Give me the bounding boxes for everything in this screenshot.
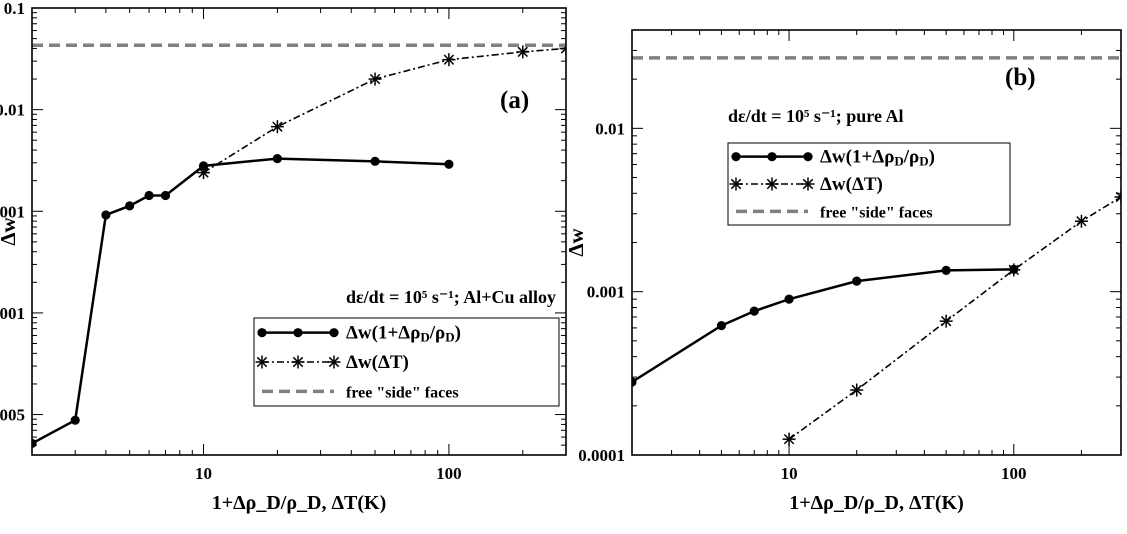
- y-tick-label: 0.01: [595, 119, 625, 138]
- legend-entry: free "side" faces: [346, 384, 459, 401]
- legend-marker: [293, 328, 303, 338]
- x-axis-label: 1+Δρ_D/ρ_D, ΔT(K): [789, 492, 964, 514]
- data-point: [1007, 263, 1021, 277]
- x-tick-label: 10: [781, 464, 798, 483]
- y-tick-label: 0.0001: [578, 446, 625, 465]
- x-tick-label: 100: [1001, 464, 1027, 483]
- series-line: [632, 268, 1014, 384]
- data-point: [941, 265, 951, 275]
- data-point: [370, 156, 380, 166]
- data-point: [516, 45, 530, 59]
- y-axis-label: Δw: [0, 217, 20, 246]
- series-line: [32, 157, 449, 445]
- series-0: [32, 153, 454, 449]
- legend-marker: [803, 152, 813, 162]
- data-point: [368, 72, 382, 86]
- plot-area: [32, 41, 566, 449]
- legend-marker: [729, 177, 743, 191]
- axes-frame: [631, 29, 1122, 456]
- data-point: [197, 166, 211, 180]
- data-point: [939, 314, 953, 328]
- data-point: [1074, 214, 1088, 228]
- legend: Δw(1+ΔρD/ρD) Δw(ΔT) free "side" faces: [253, 317, 560, 407]
- data-point: [270, 120, 284, 134]
- data-point: [1114, 190, 1121, 204]
- data-point: [198, 161, 209, 171]
- legend-marker: [257, 328, 267, 338]
- data-point: [784, 294, 794, 304]
- data-point: [782, 432, 796, 446]
- legend-entry: Δw(ΔT): [820, 174, 883, 195]
- series-1: [782, 190, 1121, 446]
- legend-marker: [255, 355, 269, 369]
- data-point: [125, 201, 135, 211]
- legend-entry: Δw(1+ΔρD/ρD): [820, 147, 935, 169]
- legend-marker: [329, 328, 339, 338]
- data-point: [32, 438, 37, 449]
- data-point: [632, 377, 637, 387]
- panel-label: (b): [1005, 64, 1036, 91]
- data-point: [144, 190, 154, 201]
- y-tick-label: 0.1: [4, 0, 25, 18]
- series-0: [632, 264, 1019, 387]
- data-point: [272, 153, 282, 164]
- panel-0: 10 100 1E-005 0.0001 0.001 0.01 0.1 1+Δρ_D/ρ_D,…: [0, 0, 567, 514]
- panel-label: (a): [500, 87, 529, 114]
- legend-marker: [801, 177, 815, 191]
- data-point: [749, 306, 759, 316]
- legend-marker: [291, 355, 305, 369]
- y-tick-label: 0.0001: [0, 304, 25, 323]
- series-line: [788, 196, 1121, 440]
- data-point: [160, 190, 171, 201]
- y-tick-label: 0.001: [587, 283, 625, 302]
- legend: Δw(1+ΔρD/ρD) Δw(ΔT) free "side" faces: [727, 142, 1011, 226]
- legend-marker: [765, 177, 779, 191]
- legend-marker: [327, 355, 341, 369]
- legend-marker: [767, 152, 777, 162]
- legend-marker: [731, 152, 741, 162]
- y-tick-label: 0.001: [0, 202, 25, 221]
- data-point: [850, 383, 864, 397]
- x-tick-label: 10: [195, 464, 212, 483]
- y-tick-label: 1E-005: [0, 406, 25, 425]
- axes-frame: [31, 7, 567, 456]
- minor-ticks: [631, 29, 1122, 456]
- data-point: [101, 210, 111, 220]
- x-tick-label: 100: [436, 464, 462, 483]
- series-1: [197, 41, 566, 180]
- y-tick-label: 0.01: [0, 101, 25, 120]
- legend-entry: free "side" faces: [820, 204, 933, 221]
- plot-area: [632, 56, 1121, 446]
- data-point: [716, 320, 727, 331]
- condition-annotation: dε/dt = 10⁵ s⁻¹; Al+Cu alloy: [346, 287, 556, 307]
- data-point: [70, 415, 80, 425]
- data-point: [442, 53, 456, 67]
- data-point: [444, 159, 454, 169]
- legend-entry: Δw(1+ΔρD/ρD): [346, 323, 461, 345]
- x-axis-label: 1+Δρ_D/ρ_D, ΔT(K): [212, 492, 387, 514]
- condition-annotation: dε/dt = 10⁵ s⁻¹; pure Al: [728, 106, 903, 126]
- legend-entry: Δw(ΔT): [346, 352, 409, 373]
- data-point: [852, 276, 862, 286]
- y-axis-label: Δw: [564, 228, 588, 257]
